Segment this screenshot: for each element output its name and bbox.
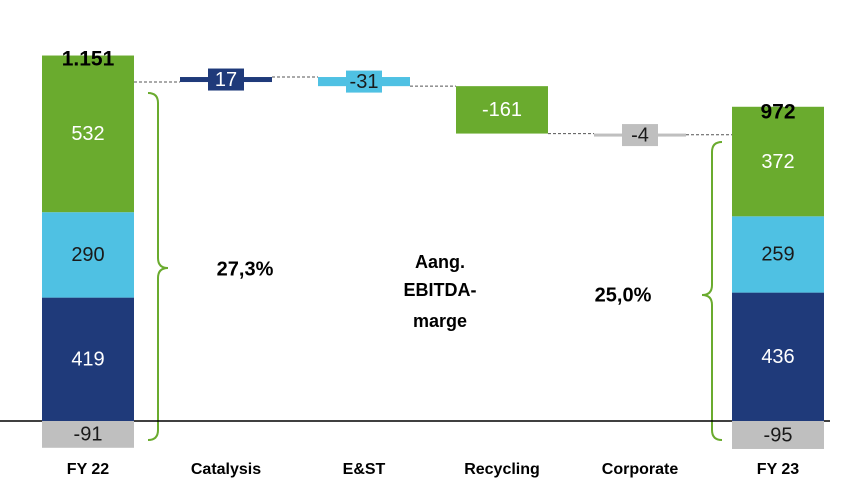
- margin-fy22: 27,3%: [217, 258, 274, 280]
- delta-label: -161: [482, 99, 522, 121]
- x-tick-label: FY 22: [67, 461, 110, 478]
- brace-right: [701, 141, 723, 441]
- bar-segment: [732, 216, 824, 293]
- bar-segment: [42, 421, 134, 448]
- segment-label: 419: [71, 349, 104, 371]
- x-tick-label: Corporate: [602, 461, 679, 478]
- margin-label: EBITDA-: [404, 280, 477, 300]
- x-tick-label: Catalysis: [191, 461, 261, 478]
- margin-label: Aang.: [415, 252, 465, 272]
- total-label: 1.151: [62, 48, 115, 71]
- segment-label: 259: [761, 244, 794, 266]
- braces: [147, 92, 723, 441]
- delta-label: -31: [350, 71, 379, 93]
- x-tick-label: FY 23: [757, 461, 800, 478]
- bar-segment: [732, 421, 824, 449]
- delta-label: -4: [631, 124, 649, 146]
- bar-segment: [42, 297, 134, 421]
- segment-label: 290: [71, 244, 104, 266]
- margin-fy23: 25,0%: [595, 284, 652, 306]
- bar-segment: [732, 292, 824, 421]
- brace-left: [147, 92, 169, 441]
- x-tick-label: E&ST: [343, 461, 386, 478]
- segment-label: 372: [761, 151, 794, 173]
- segment-label: 436: [761, 346, 794, 368]
- margin-label: marge: [413, 311, 467, 331]
- delta-label-box: [622, 124, 658, 147]
- segment-label: -95: [764, 424, 793, 446]
- segment-label: 532: [71, 123, 104, 145]
- bar-segment: [42, 212, 134, 298]
- total-label: 972: [760, 100, 795, 123]
- delta-bar: [456, 86, 548, 134]
- segment-label: -91: [74, 424, 103, 446]
- delta-label-box: [208, 68, 244, 91]
- delta-label-box: [346, 70, 382, 93]
- x-tick-label: Recycling: [464, 461, 540, 478]
- bar-segment: [732, 106, 824, 217]
- bar-segment: [42, 55, 134, 213]
- delta-label: 17: [215, 69, 237, 91]
